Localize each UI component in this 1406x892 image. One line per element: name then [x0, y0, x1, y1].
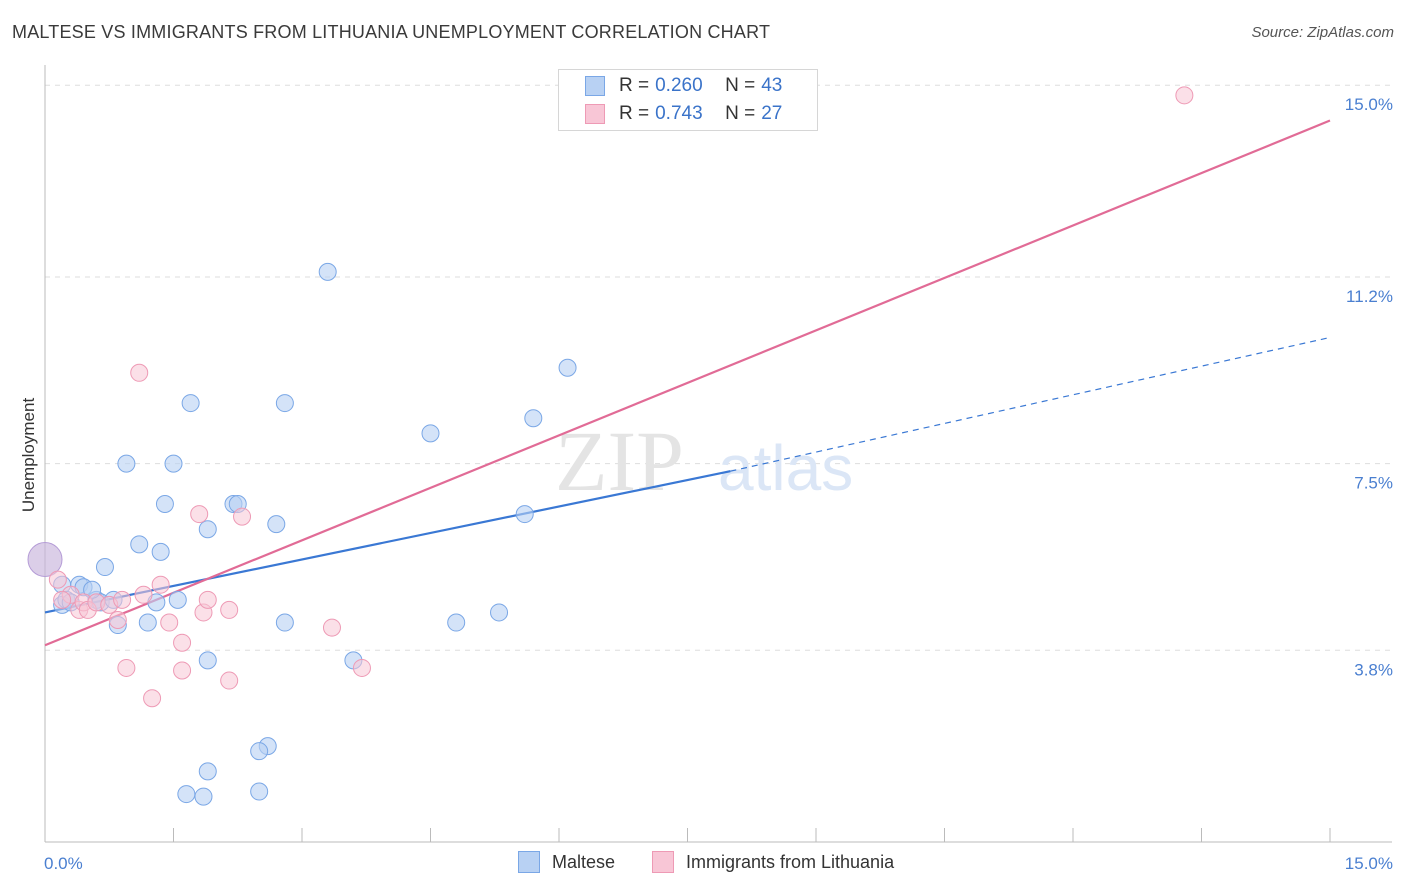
- gridlines: [45, 84, 1392, 651]
- legend-n-value-maltese: 43: [761, 75, 783, 96]
- point-lithuania-16: [190, 505, 209, 524]
- chart-title: MALTESE VS IMMIGRANTS FROM LITHUANIA UNE…: [12, 22, 771, 42]
- point-lithuania-14: [173, 661, 192, 680]
- point-maltese-33: [524, 409, 543, 428]
- legend-row-lithuania: R = 0.743 N = 27: [585, 101, 782, 127]
- point-lithuania-10: [134, 585, 153, 604]
- legend-row-maltese: R = 0.260 N = 43: [585, 73, 782, 99]
- point-maltese-19: [168, 590, 187, 609]
- point-maltese-13: [130, 535, 149, 554]
- legend-n-label: N =: [725, 103, 756, 124]
- legend-n-value-lithuania: 27: [761, 103, 783, 124]
- y-tick-label-2: 11.2%: [1346, 287, 1393, 306]
- point-lithuania-15: [173, 633, 192, 652]
- bottom-legend-swatch-lithuania: [652, 851, 674, 873]
- source-label: Source: ZipAtlas.com: [1251, 24, 1394, 41]
- point-maltese-27: [318, 262, 337, 281]
- point-maltese-30: [447, 613, 466, 632]
- legend-swatch-lithuania: [585, 104, 605, 124]
- legend-r-label: R =: [619, 75, 650, 96]
- point-lithuania-23: [352, 658, 371, 677]
- point-maltese-16: [151, 542, 170, 561]
- bottom-legend-swatch-maltese: [518, 851, 540, 873]
- point-maltese-31: [490, 603, 509, 622]
- point-maltese-20: [181, 394, 200, 413]
- watermark-atlas: atlas: [718, 432, 853, 504]
- point-lithuania-24: [1175, 86, 1194, 105]
- point-maltese-24: [267, 515, 286, 534]
- point-lithuania-20: [220, 671, 239, 690]
- point-lithuania-21: [233, 507, 252, 526]
- point-maltese-32: [515, 505, 534, 524]
- tick-labels: 3.8% 7.5% 11.2% 15.0% 0.0% 15.0%: [44, 95, 1393, 873]
- point-maltese-0: [27, 541, 63, 577]
- trendline-maltese-extension: [730, 336, 1331, 472]
- x-tick-label-0: 0.0%: [44, 854, 83, 873]
- point-maltese-9: [95, 558, 114, 577]
- x-tick-label-1: 15.0%: [1345, 854, 1393, 873]
- y-tick-label-3: 15.0%: [1345, 95, 1393, 114]
- trendlines: [44, 119, 1331, 647]
- point-maltese-39: [177, 785, 196, 804]
- point-maltese-14: [138, 613, 157, 632]
- legend: R = 0.260 N = 43 R = 0.743 N = 27: [558, 69, 818, 131]
- point-maltese-21: [198, 520, 217, 539]
- point-lithuania-7: [108, 611, 127, 630]
- point-maltese-12: [117, 454, 136, 473]
- point-maltese-17: [155, 494, 174, 513]
- point-maltese-29: [421, 424, 440, 443]
- point-maltese-18: [164, 454, 183, 473]
- legend-r-value-lithuania: 0.743: [655, 103, 703, 124]
- bottom-legend-lithuania: Immigrants from Lithuania: [652, 851, 894, 873]
- bottom-legend-maltese: Maltese: [518, 851, 615, 873]
- point-lithuania-18: [198, 590, 217, 609]
- legend-r-value-maltese: 0.260: [655, 75, 703, 96]
- data-points: [27, 86, 1194, 806]
- axes: [44, 65, 1392, 843]
- point-lithuania-8: [117, 658, 136, 677]
- point-lithuania-25: [113, 590, 132, 609]
- y-axis-title: Unemployment: [19, 398, 38, 513]
- point-lithuania-0: [48, 570, 67, 589]
- point-lithuania-13: [160, 613, 179, 632]
- point-lithuania-11: [143, 689, 162, 708]
- trendline-lithuania: [44, 119, 1331, 647]
- point-maltese-38: [198, 762, 217, 781]
- legend-n-label: N =: [725, 75, 756, 96]
- point-maltese-25: [275, 394, 294, 413]
- bottom-legend-label-maltese: Maltese: [552, 851, 616, 872]
- point-lithuania-12: [151, 575, 170, 594]
- point-maltese-26: [275, 613, 294, 632]
- point-lithuania-9: [130, 363, 149, 382]
- point-maltese-37: [250, 742, 269, 761]
- watermark: ZIP atlas: [555, 413, 853, 509]
- y-tick-label-0: 3.8%: [1354, 660, 1393, 679]
- point-maltese-35: [198, 651, 217, 670]
- point-lithuania-26: [53, 590, 72, 609]
- point-maltese-41: [250, 782, 269, 801]
- point-maltese-40: [194, 787, 213, 806]
- y-tick-label-1: 7.5%: [1354, 474, 1393, 493]
- legend-r-label: R =: [619, 103, 650, 124]
- point-lithuania-19: [220, 600, 239, 619]
- legend-swatch-maltese: [585, 76, 605, 96]
- bottom-legend-label-lithuania: Immigrants from Lithuania: [686, 851, 895, 872]
- point-lithuania-22: [322, 618, 341, 637]
- point-maltese-34: [558, 358, 577, 377]
